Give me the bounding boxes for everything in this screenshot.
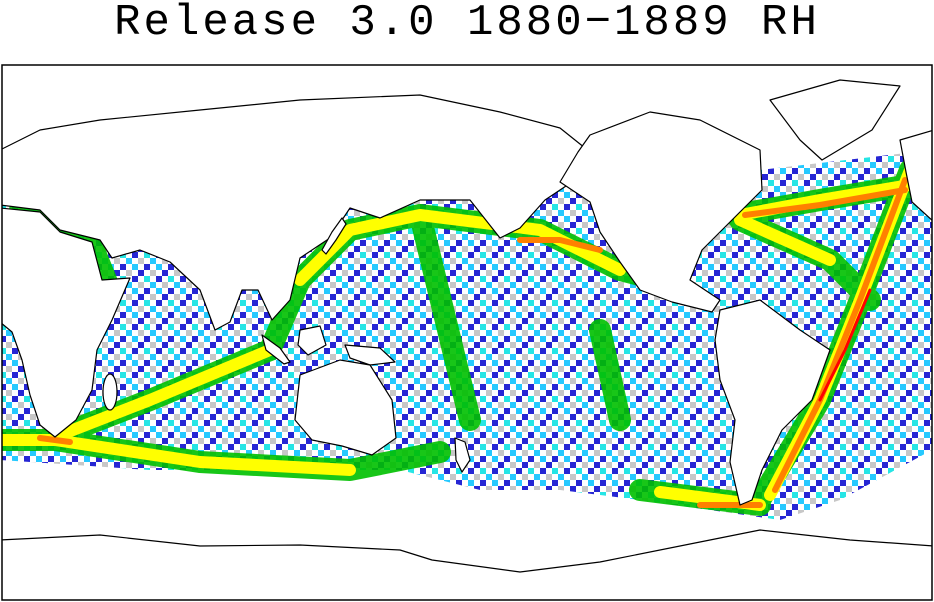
africa	[2, 207, 131, 438]
south-america	[714, 299, 831, 506]
map-frame	[1, 64, 933, 601]
new-zealand	[454, 437, 471, 473]
antarctica	[2, 529, 932, 573]
north-america	[559, 111, 763, 313]
europe-east	[899, 129, 932, 221]
new-guinea	[344, 344, 396, 366]
japan	[321, 217, 347, 255]
australia	[294, 359, 397, 456]
borneo	[297, 325, 327, 356]
sumatra	[261, 334, 291, 365]
map-body	[2, 79, 932, 573]
madagascar	[102, 373, 118, 411]
greenland	[769, 79, 901, 161]
lanes-orange	[37, 177, 908, 508]
map-title: Release 3.0 1880−1889 RH	[114, 0, 820, 48]
